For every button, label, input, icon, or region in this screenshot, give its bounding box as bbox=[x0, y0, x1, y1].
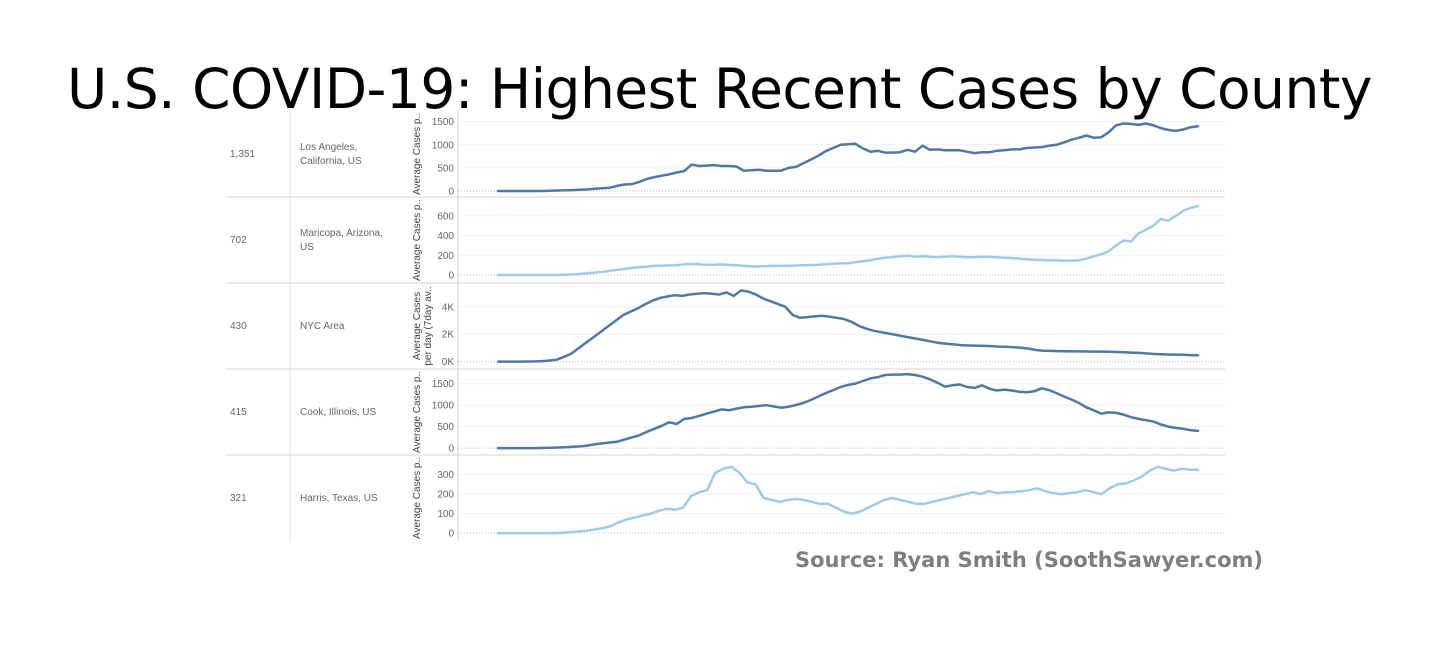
y-tick-label: 200 bbox=[437, 490, 454, 501]
series-line bbox=[496, 372, 1200, 450]
y-tick-label: 200 bbox=[437, 251, 454, 262]
y-tick-label: 0K bbox=[442, 357, 455, 368]
y-tick-label: 500 bbox=[437, 422, 454, 433]
y-axis-label: Average Cases p.. bbox=[412, 113, 423, 195]
row-value: 321 bbox=[230, 493, 247, 504]
y-axis-label: Average Cases p.. bbox=[412, 457, 423, 539]
row-county-name: Harris, Texas, US bbox=[300, 493, 378, 504]
y-tick-label: 0 bbox=[448, 444, 454, 455]
row-county-name: Los Angeles, bbox=[300, 142, 357, 153]
y-tick-label: 1500 bbox=[432, 117, 455, 128]
row-county-name: Cook, Illinois, US bbox=[300, 407, 376, 418]
y-tick-label: 400 bbox=[437, 231, 454, 242]
row-county-name: California, US bbox=[300, 156, 362, 167]
y-tick-label: 100 bbox=[437, 509, 454, 520]
y-tick-label: 1000 bbox=[432, 401, 455, 412]
y-tick-label: 4K bbox=[442, 302, 455, 313]
y-tick-label: 300 bbox=[437, 470, 454, 481]
y-tick-label: 1500 bbox=[432, 379, 455, 390]
row-county-name: Maricopa, Arizona, bbox=[300, 228, 383, 239]
row-value: 415 bbox=[230, 407, 247, 418]
y-axis-label: Average Cases p.. bbox=[412, 199, 423, 281]
row-county-name: US bbox=[300, 242, 314, 253]
series-line bbox=[496, 465, 1200, 535]
series-line bbox=[496, 289, 1200, 363]
y-axis-label: per day (7day av.. bbox=[423, 286, 434, 365]
source-note: Source: Ryan Smith (SoothSawyer.com) bbox=[795, 548, 1263, 572]
series-line bbox=[496, 204, 1200, 277]
y-tick-label: 0 bbox=[448, 271, 454, 282]
y-tick-label: 0 bbox=[448, 529, 454, 540]
y-tick-label: 600 bbox=[437, 211, 454, 222]
slide-title: U.S. COVID-19: Highest Recent Cases by C… bbox=[67, 57, 1372, 121]
series-line bbox=[496, 122, 1200, 193]
y-tick-label: 0 bbox=[448, 187, 454, 198]
y-tick-label: 500 bbox=[437, 163, 454, 174]
y-tick-label: 1000 bbox=[432, 140, 455, 151]
row-value: 430 bbox=[230, 321, 247, 332]
row-value: 702 bbox=[230, 235, 247, 246]
y-tick-label: 2K bbox=[442, 330, 455, 341]
row-value: 1,351 bbox=[230, 149, 255, 160]
y-axis-label: Average Cases bbox=[412, 292, 423, 360]
row-county-name: NYC Area bbox=[300, 321, 345, 332]
y-axis-label: Average Cases p.. bbox=[412, 371, 423, 453]
